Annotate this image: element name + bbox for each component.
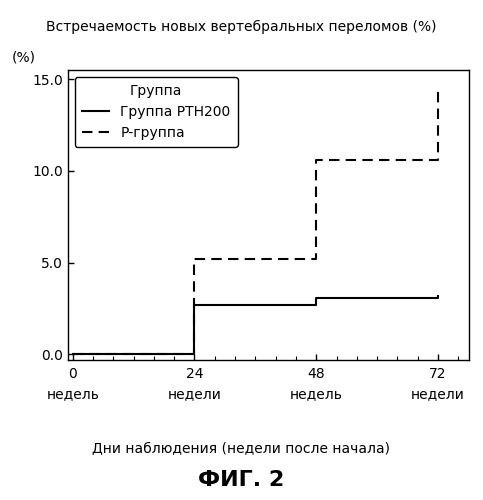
- Text: Встречаемость новых вертебральных переломов (%): Встречаемость новых вертебральных перело…: [46, 20, 437, 34]
- Text: (%): (%): [12, 50, 35, 64]
- Legend: Группа РТН200, Р-группа: Группа РТН200, Р-группа: [74, 77, 238, 146]
- Text: недели: недели: [411, 388, 465, 402]
- Text: Дни наблюдения (недели после начала): Дни наблюдения (недели после начала): [93, 442, 390, 456]
- Text: 48: 48: [308, 367, 325, 381]
- Text: 24: 24: [186, 367, 203, 381]
- Text: недель: недель: [290, 388, 343, 402]
- Text: 72: 72: [429, 367, 447, 381]
- Text: недели: недели: [168, 388, 221, 402]
- Text: недель: недель: [46, 388, 99, 402]
- Text: ФИГ. 2: ФИГ. 2: [199, 470, 284, 490]
- Text: 0: 0: [68, 367, 77, 381]
